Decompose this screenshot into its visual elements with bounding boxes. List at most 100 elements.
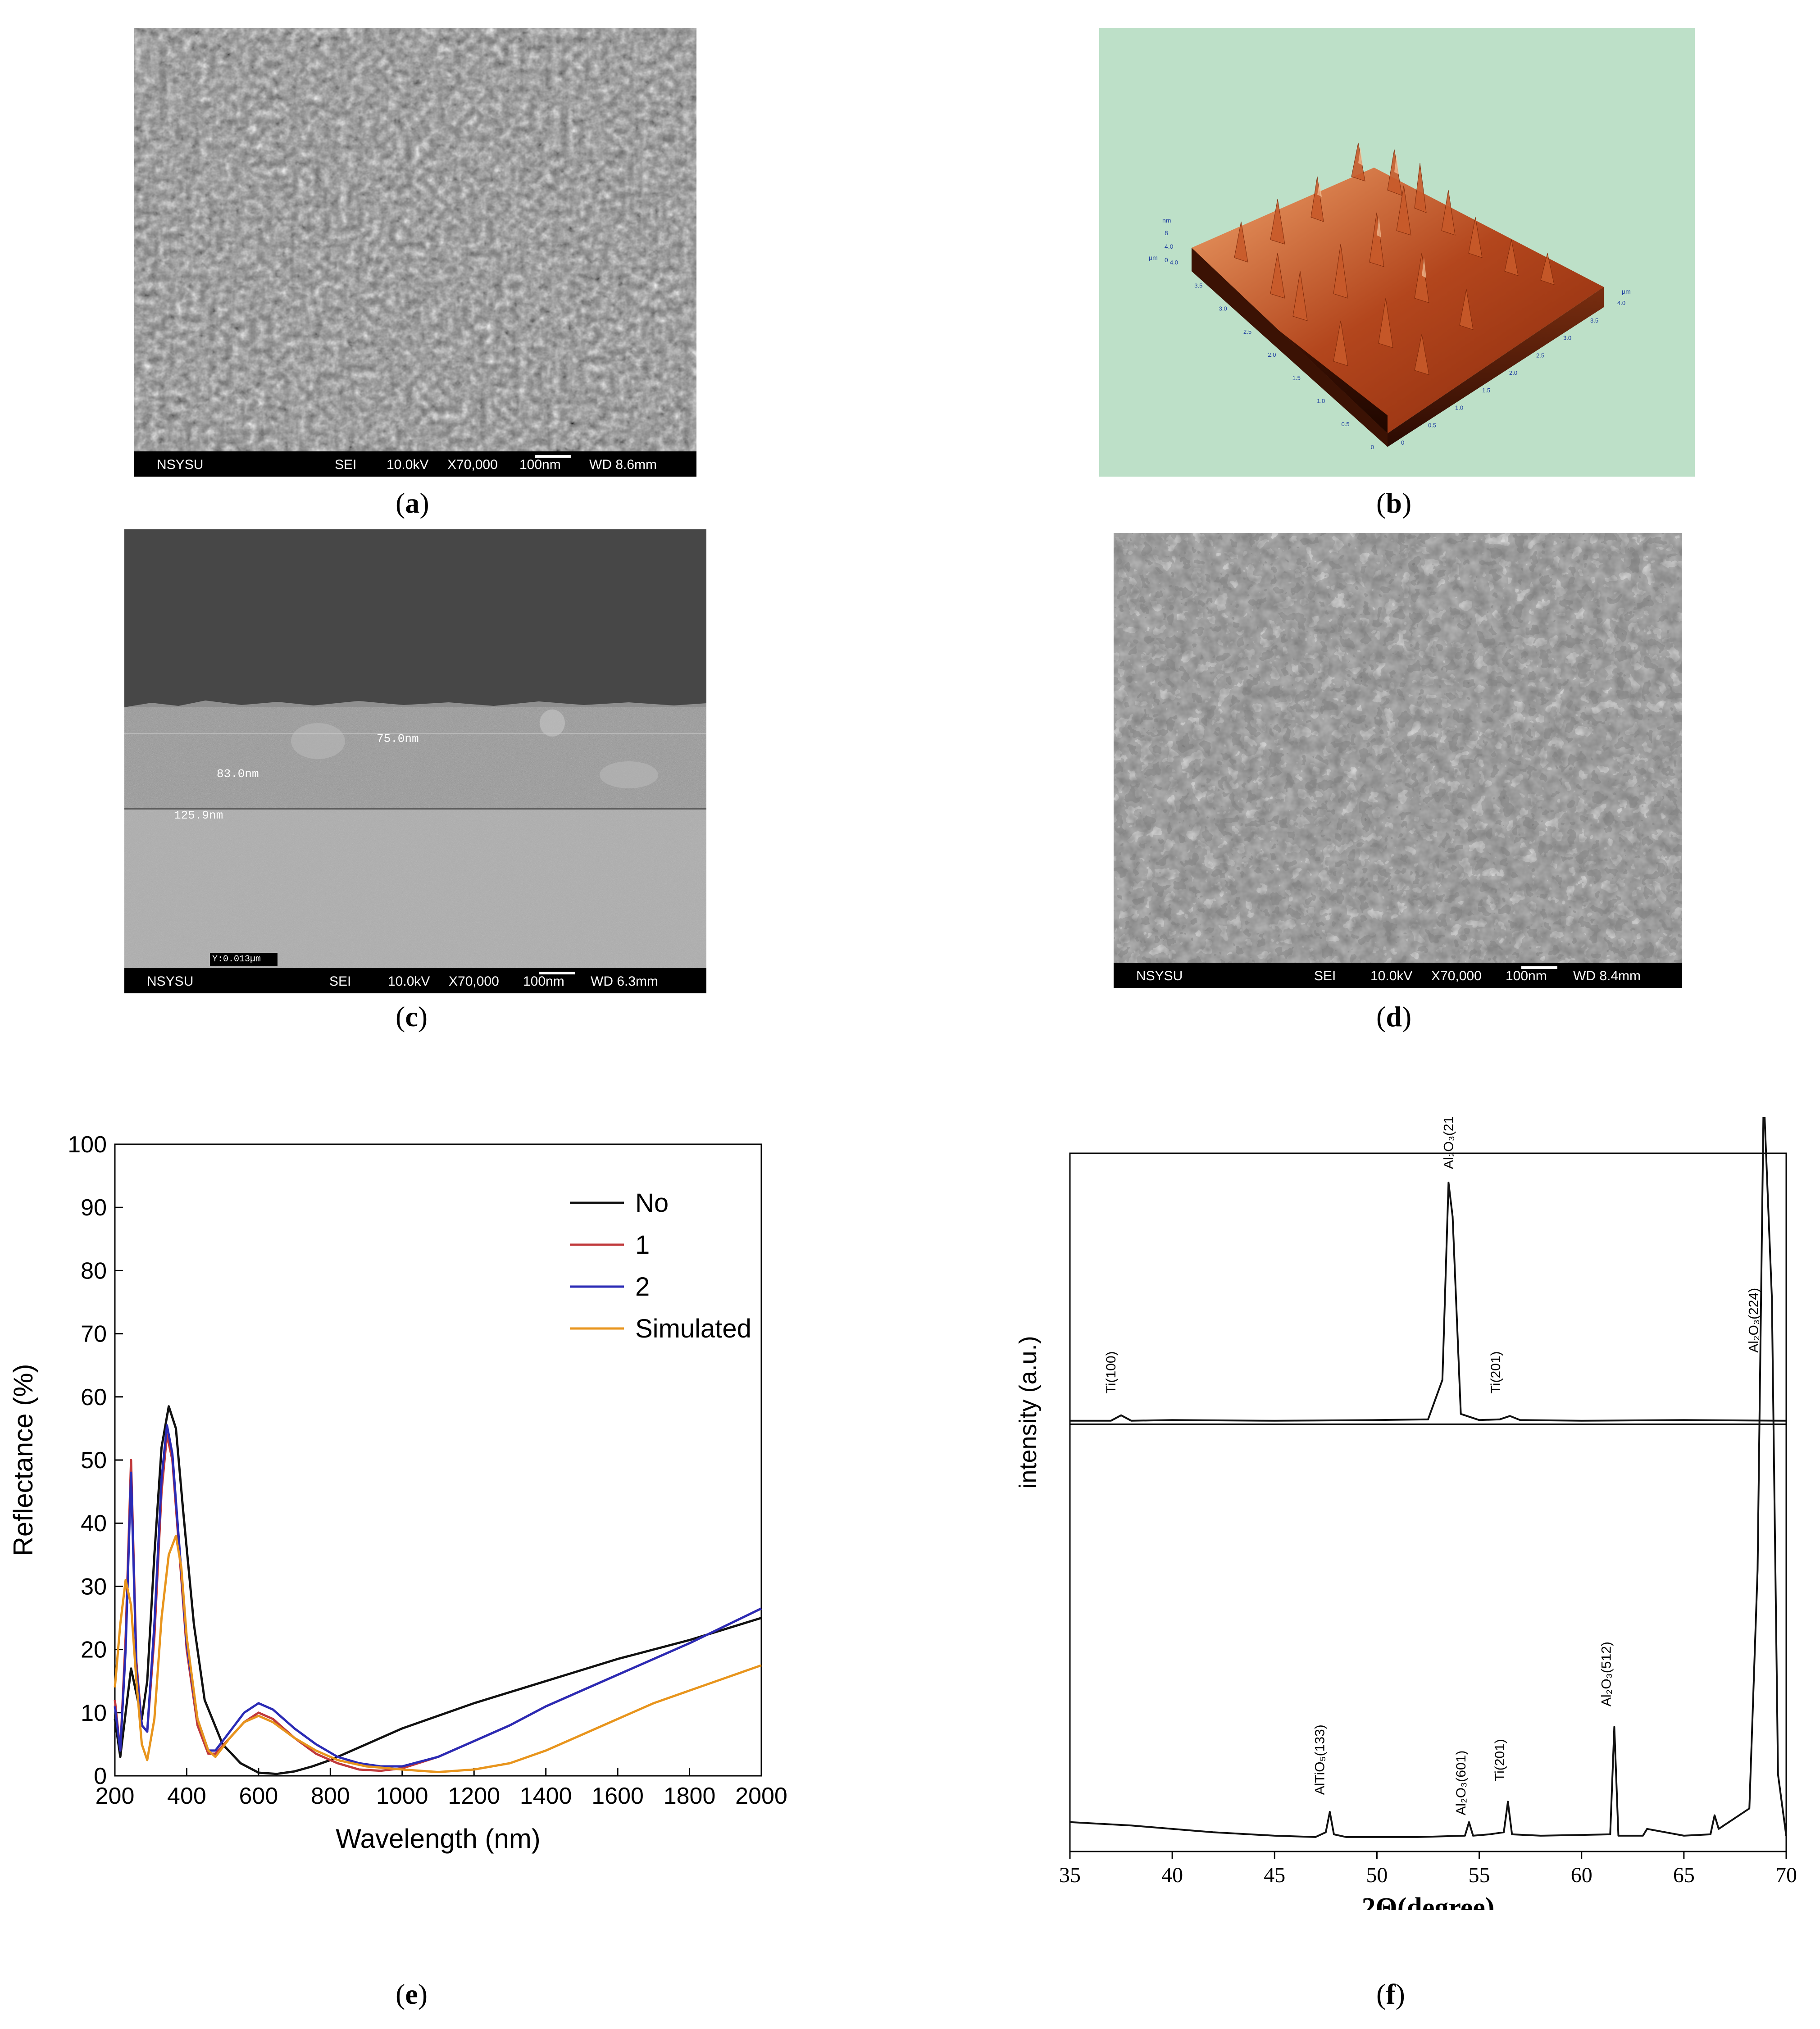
caption-e: (e)	[396, 1978, 428, 2010]
series-line-no	[114, 1405, 762, 1775]
sem-mode-label: SEI	[335, 457, 357, 472]
sem-voltage-label: 10.0kV	[387, 457, 429, 472]
afm-y-tick: 0	[1371, 444, 1374, 450]
sem-voltage-label: 10.0kV	[388, 974, 430, 989]
plot-frame	[114, 1143, 762, 1777]
sem-scale-label: 100nm	[523, 974, 564, 989]
x-tick-label: 2000	[735, 1783, 787, 1809]
sem-info-bar-c: NSYSU SEI 10.0kV X70,000 100nm WD 6.3mm	[124, 968, 706, 993]
x-tick-label: 55	[1469, 1863, 1490, 1887]
sem-working-distance-label: WD 8.4mm	[1573, 969, 1641, 983]
afm-y-tick: 4.0	[1170, 259, 1178, 266]
peak-label: Al₂O₃(210)	[1442, 1117, 1456, 1169]
afm-x-tick: 1.0	[1455, 405, 1463, 411]
sem-magnification-label: X70,000	[449, 974, 499, 989]
y-tick-label: 30	[81, 1574, 107, 1600]
sem-texture-a	[134, 28, 696, 451]
sem-info-bar-d: NSYSU SEI 10.0kV X70,000 100nm WD 8.4mm	[1114, 963, 1682, 988]
series-line-simulated	[114, 1534, 762, 1774]
series-line-2	[114, 1424, 762, 1768]
sem-scale-label: 100nm	[1506, 969, 1547, 983]
legend-label: Simulated	[635, 1314, 751, 1343]
afm-y-tick: 3.5	[1194, 282, 1202, 289]
x-tick-label: 40	[1161, 1863, 1183, 1887]
afm-image-b: nm 8 4.0 0 µm µm 0 0.5 1.0 1.5 2.0 2.5 3.0 3.5 4…	[1099, 28, 1695, 477]
peak-label: Al₂O₃(512)	[1599, 1642, 1614, 1706]
caption-d: (d)	[1376, 1001, 1412, 1033]
afm-y-tick: 3.0	[1219, 305, 1227, 312]
peak-label: Al₂O₃(224)	[1746, 1288, 1761, 1353]
y-axis-label: intensity (a.u.)	[1015, 1336, 1042, 1488]
x-axis-label: 2Θ(degree)	[1362, 1893, 1495, 1910]
y-tick-label: 20	[81, 1637, 107, 1663]
legend-label: No	[635, 1188, 669, 1218]
afm-xy-unit: µm	[1149, 254, 1158, 261]
y-tick-label: 60	[81, 1384, 107, 1410]
x-tick-label: 1800	[664, 1783, 716, 1809]
xrd-pattern-upper	[1070, 1182, 1787, 1422]
y-tick-label: 90	[81, 1195, 107, 1221]
afm-x-tick: 1.5	[1482, 387, 1490, 394]
x-tick-label: 45	[1264, 1863, 1285, 1887]
sem-scale-bar	[539, 972, 575, 974]
afm-z-tick: 4.0	[1165, 243, 1174, 250]
afm-z-tick: 0	[1165, 256, 1168, 264]
x-tick-label: 1000	[376, 1783, 428, 1809]
sem-image-c: 75.0nm 83.0nm 125.9nm Y:0.013µm NSYSU SE…	[124, 529, 706, 993]
x-tick-label: 70	[1775, 1863, 1797, 1887]
afm-x-tick: 0.5	[1428, 422, 1436, 428]
plot-frame	[1069, 1152, 1787, 1852]
afm-xy-unit: µm	[1622, 288, 1631, 295]
thickness-measure-2: 83.0nm	[217, 767, 259, 781]
y-axis-label: Reflectance (%)	[8, 1364, 38, 1556]
y-tick-label: 0	[94, 1763, 107, 1789]
afm-y-tick: 0.5	[1342, 421, 1350, 428]
peak-label: Ti(100)	[1104, 1351, 1119, 1393]
caption-b: (b)	[1376, 487, 1412, 519]
cross-section-layers	[124, 529, 706, 968]
x-tick-label: 35	[1059, 1863, 1081, 1887]
sem-image-d: NSYSU SEI 10.0kV X70,000 100nm WD 8.4mm	[1114, 533, 1682, 988]
peak-label: AlTiO₅(133)	[1312, 1724, 1327, 1795]
x-tick-label: 60	[1571, 1863, 1592, 1887]
y-tick-label: 100	[68, 1132, 107, 1158]
sem-working-distance-label: WD 6.3mm	[591, 974, 658, 989]
y-tick-label: 10	[81, 1700, 107, 1726]
peak-label: Ti(201)	[1492, 1739, 1507, 1781]
x-tick-label: 600	[239, 1783, 278, 1809]
caption-c: (c)	[396, 1001, 428, 1033]
y-tick-label: 50	[81, 1447, 107, 1474]
thickness-measure-3: 125.9nm	[174, 809, 223, 822]
xrd-pattern-lower	[1069, 1117, 1787, 1838]
caption-f: (f)	[1376, 1978, 1405, 2010]
y-tick-label: 80	[81, 1258, 107, 1284]
x-tick-label: 50	[1366, 1863, 1388, 1887]
peak-label: Al₂O₃(601)	[1454, 1751, 1469, 1815]
afm-x-tick: 3.5	[1590, 317, 1598, 324]
x-tick-label: 1600	[592, 1783, 644, 1809]
x-tick-label: 200	[96, 1783, 135, 1809]
sem-info-bar-a: NSYSU SEI 10.0kV X70,000 100nm WD 8.6mm	[134, 451, 696, 477]
x-axis-label: Wavelength (nm)	[336, 1824, 541, 1854]
peak-label: Ti(201)	[1488, 1351, 1503, 1393]
afm-y-tick: 2.0	[1268, 351, 1276, 358]
sem-scale-label: 100nm	[519, 457, 561, 472]
afm-y-tick: 1.0	[1317, 398, 1325, 405]
sem-texture-d	[1114, 533, 1682, 963]
caption-a: (a)	[396, 487, 429, 519]
afm-y-tick: 2.5	[1243, 328, 1251, 335]
sem-image-a: NSYSU SEI 10.0kV X70,000 100nm WD 8.6mm	[134, 28, 696, 477]
sem-lab-label: NSYSU	[147, 974, 194, 989]
afm-y-tick: 1.5	[1292, 374, 1301, 381]
afm-surface-plot: nm 8 4.0 0 µm µm 0 0.5 1.0 1.5 2.0 2.5 3.0 3.5 4…	[1149, 142, 1631, 450]
afm-z-unit: nm	[1162, 217, 1171, 224]
sem-mode-label: SEI	[1314, 969, 1336, 983]
sem-voltage-label: 10.0kV	[1370, 969, 1413, 983]
sem-working-distance-label: WD 8.6mm	[589, 457, 657, 472]
x-tick-label: 800	[311, 1783, 350, 1809]
reflectance-chart: 200 400 600 800 1000 1200 1400 1600 1800 2000 0 10 2…	[8, 1132, 787, 1854]
afm-x-tick: 4.0	[1617, 300, 1625, 306]
x-tick-label: 65	[1673, 1863, 1695, 1887]
x-tick-label: 400	[167, 1783, 206, 1809]
y-tick-label: 40	[81, 1510, 107, 1537]
